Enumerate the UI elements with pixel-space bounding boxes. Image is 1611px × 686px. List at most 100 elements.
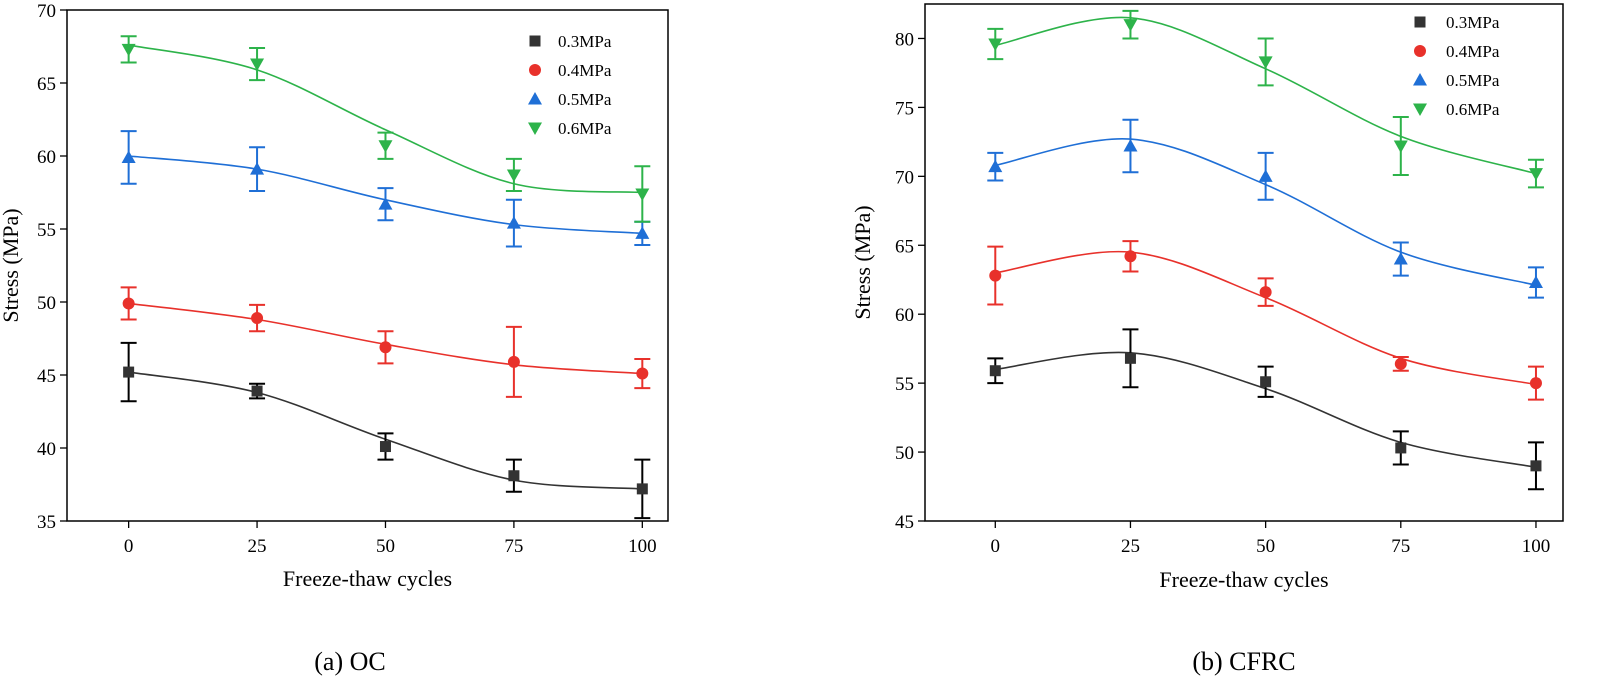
- data-point: [250, 58, 265, 72]
- x-tick-label: 75: [504, 536, 523, 557]
- legend-label: 0.6MPa: [1446, 100, 1500, 119]
- legend-marker: [1413, 73, 1427, 86]
- y-tick-label: 35: [37, 512, 56, 533]
- data-point: [506, 216, 521, 229]
- data-point: [250, 162, 265, 175]
- y-tick-label: 65: [37, 74, 56, 95]
- y-tick-label: 50: [37, 293, 56, 314]
- y-tick-label: 70: [895, 167, 914, 188]
- data-point: [1393, 140, 1408, 154]
- data-point: [1394, 357, 1407, 370]
- legend-marker: [529, 35, 541, 47]
- data-point: [1258, 56, 1273, 69]
- data-point: [121, 150, 136, 163]
- data-point: [988, 38, 1003, 51]
- data-point: [1529, 377, 1542, 390]
- data-point: [1260, 376, 1272, 388]
- y-axis-label: Stress (MPa): [0, 208, 23, 322]
- data-point: [251, 385, 263, 397]
- data-point: [1259, 286, 1272, 299]
- legend-marker: [528, 92, 542, 105]
- legend-marker: [1414, 45, 1426, 57]
- figure-caption: (b) CFRC: [1192, 647, 1295, 676]
- chart-1: 0 25 50 75 100 45 50 55 60 65 70 75 80 Freeze-thaw cy…: [850, 3, 1564, 676]
- legend-marker: [528, 122, 542, 135]
- fit-curve: [995, 250, 1537, 386]
- data-point: [379, 341, 392, 354]
- legend-marker: [1414, 16, 1426, 28]
- legend-label: 0.3MPa: [558, 32, 612, 51]
- x-tick-label: 0: [124, 536, 134, 557]
- x-tick-label: 25: [1121, 536, 1140, 557]
- data-point: [121, 43, 136, 57]
- data-point: [635, 188, 650, 201]
- data-point: [251, 312, 264, 325]
- legend-label: 0.4MPa: [558, 61, 612, 80]
- data-point: [379, 441, 391, 453]
- data-point: [122, 297, 135, 310]
- y-tick-label: 55: [37, 220, 56, 241]
- fit-curve: [128, 371, 643, 490]
- y-tick-label: 70: [37, 1, 56, 22]
- series-0.6MPa: [120, 35, 651, 223]
- data-point: [989, 269, 1002, 282]
- data-point: [1528, 275, 1543, 288]
- x-tick-label: 100: [628, 536, 657, 557]
- data-point: [989, 365, 1001, 377]
- y-tick-label: 55: [895, 374, 914, 395]
- legend-marker: [1413, 103, 1427, 116]
- legend-label: 0.4MPa: [1446, 42, 1500, 61]
- y-tick-label: 50: [895, 443, 914, 464]
- legend-label: 0.6MPa: [558, 119, 612, 138]
- data-point: [635, 226, 650, 239]
- data-point: [1124, 352, 1136, 364]
- series-0.3MPa: [120, 341, 651, 520]
- data-point: [1124, 250, 1137, 263]
- data-point: [636, 367, 649, 380]
- data-point: [1393, 252, 1408, 265]
- x-tick-label: 50: [376, 536, 395, 557]
- x-axis-label: Freeze-thaw cycles: [283, 566, 452, 591]
- data-point: [1395, 442, 1407, 454]
- data-point: [123, 366, 135, 378]
- y-tick-label: 75: [895, 98, 914, 119]
- y-tick-label: 65: [895, 236, 914, 257]
- x-tick-label: 25: [248, 536, 267, 557]
- y-tick-label: 80: [895, 29, 914, 50]
- x-tick-label: 0: [991, 536, 1001, 557]
- y-tick-label: 60: [37, 147, 56, 168]
- plot-frame: [924, 3, 1564, 522]
- data-point: [1123, 139, 1138, 152]
- series-0.4MPa: [987, 240, 1544, 401]
- x-axis-label: Freeze-thaw cycles: [1159, 567, 1328, 592]
- x-tick-label: 75: [1391, 536, 1410, 557]
- legend-label: 0.5MPa: [1446, 71, 1500, 90]
- series-0.5MPa: [987, 118, 1544, 299]
- data-point: [988, 159, 1003, 173]
- data-point: [636, 483, 648, 495]
- plot-frame: [66, 9, 669, 522]
- data-point: [1528, 168, 1543, 181]
- data-point: [1530, 460, 1542, 472]
- y-axis-label: Stress (MPa): [850, 205, 875, 319]
- data-point: [378, 197, 393, 210]
- data-point: [506, 169, 521, 182]
- y-tick-label: 45: [895, 512, 914, 533]
- y-tick-label: 60: [895, 305, 914, 326]
- data-point: [1258, 169, 1273, 182]
- y-tick-label: 40: [37, 439, 56, 460]
- x-tick-label: 50: [1256, 536, 1275, 557]
- chart-0: 0 25 50 75 100 35 40 45 50 55 60 65 70 Freeze-thaw cy…: [0, 1, 669, 676]
- series-0.3MPa: [987, 328, 1544, 491]
- x-tick-label: 100: [1522, 536, 1551, 557]
- data-point: [508, 470, 520, 482]
- data-point: [1123, 19, 1138, 32]
- series-0.4MPa: [120, 286, 651, 398]
- figure-caption: (a) OC: [314, 647, 385, 676]
- series-0.6MPa: [987, 9, 1544, 189]
- y-tick-label: 45: [37, 366, 56, 387]
- fit-curve: [128, 44, 643, 194]
- series-0.5MPa: [120, 130, 651, 248]
- legend-marker: [529, 64, 541, 76]
